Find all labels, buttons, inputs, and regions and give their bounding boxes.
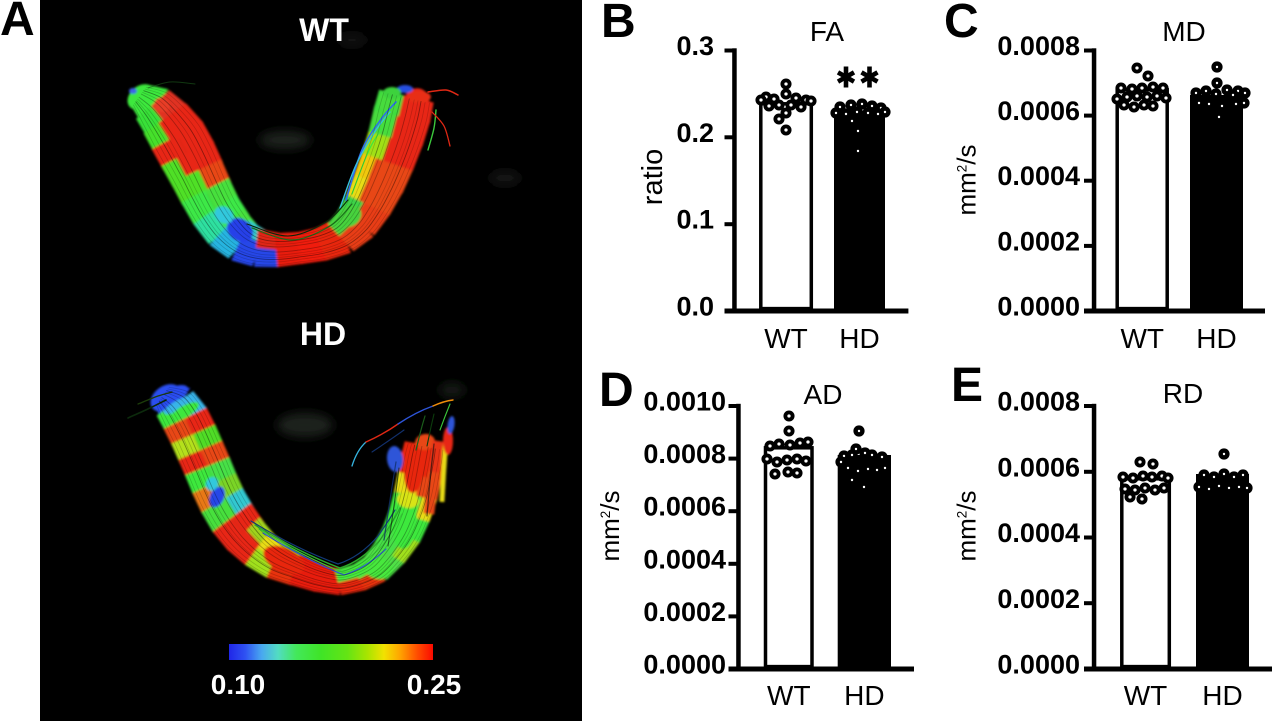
svg-text:HD: HD (1202, 680, 1242, 711)
svg-text:WT: WT (1120, 323, 1164, 354)
svg-text:WT: WT (299, 12, 349, 48)
svg-text:B: B (601, 0, 636, 48)
svg-text:0.10: 0.10 (211, 669, 266, 700)
svg-text:0.0004: 0.0004 (643, 544, 726, 574)
svg-text:mm2/s: mm2/s (951, 144, 981, 215)
svg-text:0.0002: 0.0002 (997, 226, 1080, 256)
svg-text:mm2/s: mm2/s (595, 490, 625, 561)
svg-text:0.0: 0.0 (676, 292, 714, 322)
svg-text:0.0004: 0.0004 (997, 518, 1080, 548)
svg-text:HD: HD (300, 316, 346, 352)
svg-text:FA: FA (810, 16, 845, 47)
svg-text:0.0002: 0.0002 (643, 597, 726, 627)
svg-text:0.0008: 0.0008 (997, 31, 1080, 61)
svg-text:0.3: 0.3 (676, 31, 714, 61)
svg-text:0.0006: 0.0006 (997, 96, 1080, 126)
svg-text:0.2: 0.2 (676, 118, 714, 148)
svg-text:WT: WT (767, 680, 811, 711)
svg-text:0.0004: 0.0004 (997, 161, 1080, 191)
svg-text:HD: HD (839, 323, 879, 354)
svg-text:D: D (599, 364, 634, 417)
svg-text:0.1: 0.1 (676, 205, 714, 235)
svg-text:0.0000: 0.0000 (643, 650, 726, 680)
svg-text:0.0000: 0.0000 (997, 292, 1080, 322)
svg-text:ratio: ratio (637, 149, 669, 205)
svg-text:0.25: 0.25 (407, 669, 462, 700)
svg-text:0.0008: 0.0008 (643, 439, 726, 469)
svg-text:C: C (944, 0, 979, 48)
svg-text:WT: WT (1124, 680, 1168, 711)
svg-text:RD: RD (1163, 378, 1203, 409)
svg-text:0.0006: 0.0006 (643, 492, 726, 522)
svg-text:0.0010: 0.0010 (643, 387, 726, 417)
svg-text:WT: WT (764, 323, 808, 354)
svg-text:0.0006: 0.0006 (997, 452, 1080, 482)
svg-text:0.0008: 0.0008 (997, 387, 1080, 417)
svg-text:AD: AD (804, 379, 843, 410)
svg-text:0.0000: 0.0000 (997, 650, 1080, 680)
svg-text:A: A (0, 0, 35, 46)
svg-text:MD: MD (1162, 16, 1206, 47)
svg-text:HD: HD (1196, 323, 1236, 354)
svg-text:E: E (951, 359, 983, 412)
svg-text:HD: HD (844, 680, 884, 711)
svg-text:mm2/s: mm2/s (951, 490, 981, 561)
svg-text:0.0002: 0.0002 (997, 584, 1080, 614)
